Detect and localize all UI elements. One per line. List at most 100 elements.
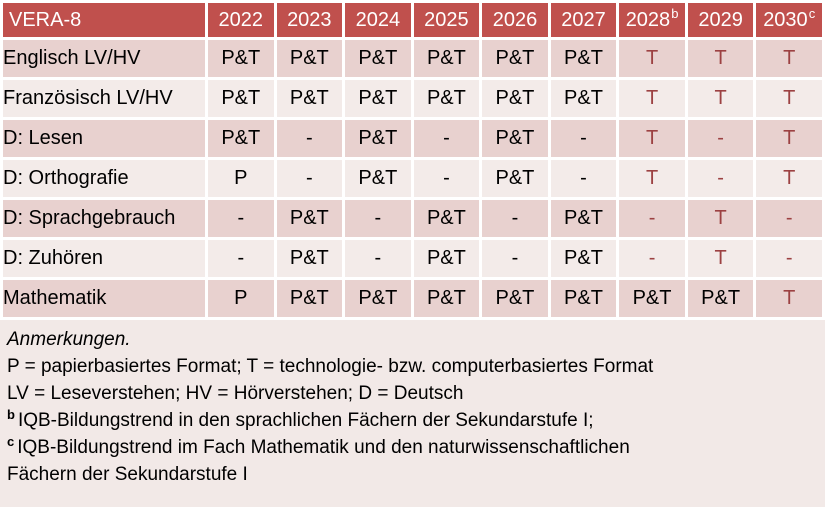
format-cell: - [756,200,822,237]
year-column-header: 2024 [345,3,411,37]
table-title-cell: VERA-8 [3,3,205,37]
format-cell: T [687,40,754,77]
year-column-header: 2027 [550,3,617,37]
format-cell: - [345,200,411,237]
table-row: D: Zuhören - P&T - P&T - P&T - T - [3,240,822,277]
format-cell: P&T [276,80,343,117]
format-cell: P&T [208,40,274,77]
format-cell: P&T [208,120,274,157]
format-cell: T [619,80,685,117]
footnote-ref-b: b [671,5,679,21]
format-cell: T [687,80,754,117]
footnote-c-marker: c [7,433,15,449]
format-cell: P&T [619,280,685,317]
format-cell: T [619,160,685,197]
table-row: Mathematik P P&T P&T P&T P&T P&T P&T P&T T [3,280,822,317]
format-cell: - [413,120,480,157]
format-cell: - [276,120,343,157]
format-cell: T [756,160,822,197]
row-label: D: Lesen [3,120,205,157]
table-row: Englisch LV/HV P&T P&T P&T P&T P&T P&T T T T [3,40,822,77]
footnote-ref-c: c [808,5,816,21]
format-cell: P&T [413,80,480,117]
format-cell: - [619,240,685,277]
table-header: VERA-8 2022 2023 2024 2025 2026 2027 2028b 2029 2… [3,3,822,37]
row-label: Englisch LV/HV [3,40,205,77]
notes-section: Anmerkungen. P = papierbasiertes Format;… [0,320,825,507]
footnote-b-marker: b [7,406,15,422]
row-label: Französisch LV/HV [3,80,205,117]
format-cell: P&T [687,280,754,317]
format-cell: - [482,200,548,237]
year-column-header: 2023 [276,3,343,37]
format-cell: - [687,160,754,197]
format-cell: P&T [482,120,548,157]
header-row: VERA-8 2022 2023 2024 2025 2026 2027 2028b 2029 2… [3,3,822,37]
format-cell: P&T [413,280,480,317]
format-cell: T [687,240,754,277]
footnote-b-text: IQB-Bildungstrend in den sprachlichen Fä… [17,410,594,431]
format-cell: P&T [482,40,548,77]
row-label: D: Orthografie [3,160,205,197]
footnote-c-text: IQB-Bildungstrend im Fach Mathematik und… [7,437,630,485]
format-cell: P&T [276,40,343,77]
format-cell: P&T [413,240,480,277]
format-cell: T [687,200,754,237]
year-column-header: 2030c [756,3,822,37]
row-label: D: Zuhören [3,240,205,277]
format-cell: T [756,40,822,77]
format-cell: P&T [482,80,548,117]
format-cell: P&T [550,280,617,317]
format-cell: P&T [345,80,411,117]
year-column-header: 2025 [413,3,480,37]
format-cell: P&T [550,240,617,277]
table-row: D: Orthografie P - P&T - P&T - T - T [3,160,822,197]
table-body: Englisch LV/HV P&T P&T P&T P&T P&T P&T T T T Franz… [3,40,822,317]
row-label: D: Sprachgebrauch [3,200,205,237]
format-cell: - [550,160,617,197]
format-cell: - [413,160,480,197]
format-cell: - [482,240,548,277]
format-cell: - [619,200,685,237]
format-cell: P [208,160,274,197]
format-cell: T [756,80,822,117]
format-cell: - [345,240,411,277]
format-cell: P&T [413,200,480,237]
table-row: D: Sprachgebrauch - P&T - P&T - P&T - T - [3,200,822,237]
year-column-header: 2026 [482,3,548,37]
format-cell: T [756,280,822,317]
format-cell: P&T [413,40,480,77]
format-cell: - [208,240,274,277]
footnote-b: b IQB-Bildungstrend in den sprachlichen F… [7,407,815,434]
format-cell: P&T [345,280,411,317]
table-row: D: Lesen P&T - P&T - P&T - T - T [3,120,822,157]
format-cell: T [619,40,685,77]
format-cell: P&T [550,200,617,237]
format-cell: P [208,280,274,317]
format-cell: P&T [345,40,411,77]
year-column-header: 2029 [687,3,754,37]
format-cell: T [619,120,685,157]
note-format-legend: P = papierbasiertes Format; T = technolo… [7,356,654,377]
year-column-header: 2028b [619,3,685,37]
format-cell: P&T [550,80,617,117]
format-cell: P&T [276,200,343,237]
format-cell: - [208,200,274,237]
format-cell: - [550,120,617,157]
format-cell: P&T [482,280,548,317]
year-column-header: 2022 [208,3,274,37]
format-cell: T [756,120,822,157]
format-cell: P&T [276,280,343,317]
format-cell: P&T [482,160,548,197]
format-cell: P&T [345,120,411,157]
format-cell: - [756,240,822,277]
row-label: Mathematik [3,280,205,317]
note-abbreviation-legend: LV = Leseverstehen; HV = Hörverstehen; D… [7,383,464,404]
format-cell: P&T [208,80,274,117]
table-row: Französisch LV/HV P&T P&T P&T P&T P&T P&T T T T [3,80,822,117]
format-cell: P&T [550,40,617,77]
format-cell: P&T [345,160,411,197]
footnote-c: c IQB-Bildungstrend im Fach Mathematik un… [7,434,815,488]
format-cell: - [276,160,343,197]
